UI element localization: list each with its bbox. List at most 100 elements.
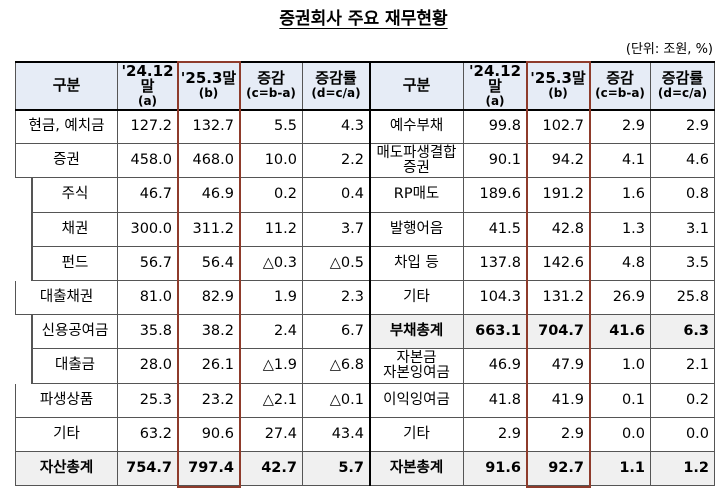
row-label: 매도파생결합증권: [370, 144, 464, 179]
row-label: 기타: [15, 417, 118, 452]
value-cell: 56.4: [178, 246, 240, 281]
header-text: 증감률: [661, 69, 704, 87]
value-cell: 27.4: [240, 417, 303, 452]
value-cell: 4.8: [590, 246, 651, 281]
value-cell: 0.1: [590, 383, 651, 418]
value-cell: 754.7: [118, 452, 178, 487]
value-cell: 38.2: [178, 315, 240, 350]
row-label: 대출금: [32, 349, 118, 384]
header-sub: (b): [198, 86, 219, 100]
header-sub: (c=b-a): [595, 86, 645, 100]
value-cell: 81.0: [118, 281, 178, 316]
row-label: 자본총계: [370, 452, 464, 487]
value-cell: 127.2: [118, 110, 178, 145]
value-cell: 2.9: [590, 110, 651, 145]
value-cell: 91.6: [464, 452, 527, 487]
value-cell: 6.7: [303, 315, 370, 350]
value-cell: 137.8: [464, 246, 527, 281]
row-label: 주식: [32, 178, 118, 213]
indent-cell: [15, 349, 32, 384]
value-cell: 663.1: [464, 315, 527, 350]
header-sub: (b): [548, 86, 568, 100]
value-cell: 0.2: [240, 178, 303, 213]
value-cell: 35.8: [118, 315, 178, 350]
title: 증권회사 주요 재무현황: [279, 9, 448, 29]
value-cell: 4.1: [590, 144, 651, 179]
row-label: 자산총계: [15, 452, 118, 487]
value-cell: 1.1: [590, 452, 651, 487]
value-cell: 0.2: [651, 383, 715, 418]
row-label: 현금, 예치금: [15, 110, 118, 145]
header-text: '24.12말: [468, 61, 522, 95]
value-cell: 797.4: [178, 452, 240, 487]
row-label: 발행어음: [370, 212, 464, 247]
value-cell: 28.0: [118, 349, 178, 384]
value-cell: △0.1: [303, 383, 370, 418]
value-cell: 90.6: [178, 417, 240, 452]
header-cell: 증감률 (d=c/a): [303, 62, 370, 110]
value-cell: 1.3: [590, 212, 651, 247]
value-cell: 132.7: [178, 110, 240, 145]
value-cell: 2.3: [303, 281, 370, 316]
value-cell: 2.2: [303, 144, 370, 179]
row-label: 기타: [370, 281, 464, 316]
value-cell: 10.0: [240, 144, 303, 179]
value-cell: 0.0: [590, 417, 651, 452]
value-cell: 42.8: [527, 212, 590, 247]
value-cell: 704.7: [527, 315, 590, 350]
row-label: 자본금 자본잉여금: [370, 349, 464, 384]
value-cell: 131.2: [527, 281, 590, 316]
row-label: 예수부채: [370, 110, 464, 145]
value-cell: 47.9: [527, 349, 590, 384]
value-cell: 41.9: [527, 383, 590, 418]
row-label: 부채총계: [370, 315, 464, 350]
value-cell: 41.8: [464, 383, 527, 418]
value-cell: △6.8: [303, 349, 370, 384]
row-label: 이익잉여금: [370, 383, 464, 418]
value-cell: 94.2: [527, 144, 590, 179]
value-cell: 2.4: [240, 315, 303, 350]
row-label: 대출채권: [15, 281, 118, 316]
header-cell: 증감 (c=b-a): [240, 62, 303, 110]
value-cell: 6.3: [651, 315, 715, 350]
row-label: RP매도: [370, 178, 464, 213]
value-cell: 468.0: [178, 144, 240, 179]
value-cell: 191.2: [527, 178, 590, 213]
unit-note: (단위: 조원, %): [625, 42, 713, 57]
value-cell: 41.6: [590, 315, 651, 350]
value-cell: 1.2: [651, 452, 715, 487]
header-text: 구분: [52, 76, 81, 94]
value-cell: 311.2: [178, 212, 240, 247]
header-cell: '24.12말 (a): [464, 62, 527, 110]
row-label: 차입 등: [370, 246, 464, 281]
value-cell: △1.9: [240, 349, 303, 384]
value-cell: 56.7: [118, 246, 178, 281]
row-label: 채권: [32, 212, 118, 247]
value-cell: 2.9: [651, 110, 715, 145]
value-cell: 1.9: [240, 281, 303, 316]
value-cell: 3.5: [651, 246, 715, 281]
header-text: '25.3말: [530, 69, 586, 87]
value-cell: 25.3: [118, 383, 178, 418]
value-cell: 142.6: [527, 246, 590, 281]
value-cell: 0.8: [651, 178, 715, 213]
value-cell: 3.1: [651, 212, 715, 247]
side-divider: [369, 62, 371, 487]
header-cell: 구분: [370, 62, 464, 110]
header-text: 증감: [257, 69, 285, 87]
header-cell: '25.3말 (b): [178, 62, 240, 110]
row-label: 펀드: [32, 246, 118, 281]
header-rule: [15, 109, 715, 111]
value-cell: 189.6: [464, 178, 527, 213]
header-sub: (d=c/a): [657, 86, 708, 100]
header-sub: (d=c/a): [311, 86, 361, 100]
value-cell: 2.9: [527, 417, 590, 452]
header-text: 증감률: [315, 69, 357, 87]
value-cell: 300.0: [118, 212, 178, 247]
value-cell: 63.2: [118, 417, 178, 452]
indent-cell: [15, 212, 32, 247]
value-cell: 4.6: [651, 144, 715, 179]
value-cell: 46.9: [178, 178, 240, 213]
header-cell: 구분: [15, 62, 118, 110]
